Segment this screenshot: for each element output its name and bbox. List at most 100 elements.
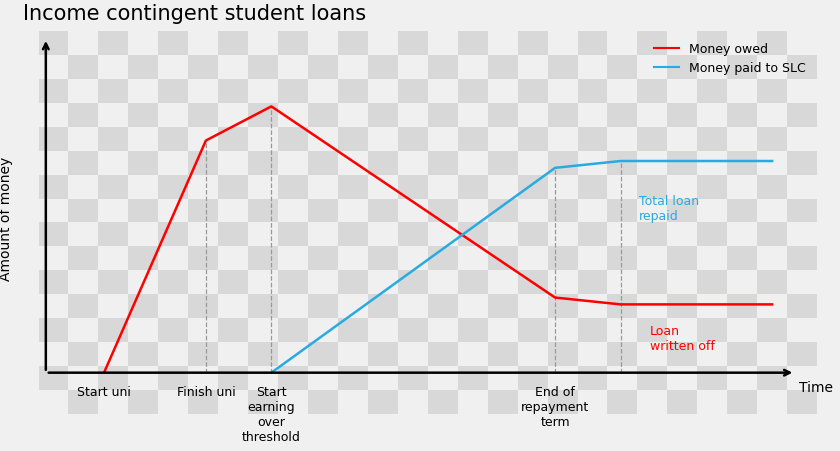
Bar xyxy=(398,198,428,222)
Bar xyxy=(757,151,787,175)
Bar xyxy=(727,103,757,127)
Bar xyxy=(39,7,69,31)
Bar xyxy=(398,175,428,198)
Text: Finish uni: Finish uni xyxy=(176,387,235,399)
Bar xyxy=(607,103,638,127)
Bar xyxy=(757,390,787,414)
Bar xyxy=(517,294,548,318)
Bar xyxy=(578,31,607,55)
Bar xyxy=(697,127,727,151)
Bar xyxy=(517,31,548,55)
Bar xyxy=(129,294,158,318)
Bar xyxy=(548,318,578,342)
Bar xyxy=(69,270,98,294)
Bar xyxy=(338,222,368,246)
Bar xyxy=(697,198,727,222)
Bar xyxy=(517,175,548,198)
Bar xyxy=(488,222,517,246)
Bar xyxy=(368,198,398,222)
Bar xyxy=(338,342,368,366)
Bar xyxy=(158,151,188,175)
Bar xyxy=(398,366,428,390)
Bar xyxy=(548,175,578,198)
Bar xyxy=(248,294,278,318)
Bar xyxy=(218,222,248,246)
Bar xyxy=(158,79,188,103)
Bar xyxy=(39,246,69,270)
Bar xyxy=(727,79,757,103)
Bar xyxy=(69,103,98,127)
Bar xyxy=(638,7,667,31)
Bar xyxy=(817,270,840,294)
Bar xyxy=(638,79,667,103)
Legend: Money owed, Money paid to SLC: Money owed, Money paid to SLC xyxy=(649,37,811,80)
Bar xyxy=(248,270,278,294)
Bar xyxy=(368,294,398,318)
Bar xyxy=(727,318,757,342)
Bar xyxy=(697,55,727,79)
Bar xyxy=(548,198,578,222)
Bar xyxy=(697,270,727,294)
Bar xyxy=(757,294,787,318)
Bar xyxy=(218,175,248,198)
Bar xyxy=(188,198,218,222)
Bar xyxy=(697,246,727,270)
Bar xyxy=(368,318,398,342)
Bar xyxy=(817,294,840,318)
Bar xyxy=(667,222,697,246)
Bar xyxy=(757,7,787,31)
Bar xyxy=(278,55,308,79)
Bar xyxy=(607,7,638,31)
Bar xyxy=(727,55,757,79)
Bar xyxy=(98,270,129,294)
Bar xyxy=(458,175,488,198)
Bar xyxy=(607,222,638,246)
Bar xyxy=(727,7,757,31)
Bar xyxy=(158,294,188,318)
Bar xyxy=(278,103,308,127)
Bar xyxy=(697,31,727,55)
Bar xyxy=(548,103,578,127)
Bar xyxy=(488,390,517,414)
Bar xyxy=(188,366,218,390)
Bar xyxy=(817,366,840,390)
Bar xyxy=(488,246,517,270)
Bar xyxy=(638,390,667,414)
Bar xyxy=(607,366,638,390)
Bar xyxy=(667,127,697,151)
Bar xyxy=(757,79,787,103)
Bar xyxy=(727,294,757,318)
Bar xyxy=(607,318,638,342)
Bar xyxy=(607,270,638,294)
Bar xyxy=(69,198,98,222)
Bar xyxy=(158,127,188,151)
Bar xyxy=(129,390,158,414)
Bar xyxy=(188,390,218,414)
Bar xyxy=(458,318,488,342)
Bar xyxy=(757,198,787,222)
Bar xyxy=(727,127,757,151)
Bar xyxy=(458,103,488,127)
Bar xyxy=(398,246,428,270)
Bar xyxy=(129,103,158,127)
Bar xyxy=(428,318,458,342)
Bar xyxy=(458,222,488,246)
Bar xyxy=(697,342,727,366)
Bar xyxy=(638,270,667,294)
Bar xyxy=(787,198,817,222)
Bar xyxy=(248,31,278,55)
Bar xyxy=(188,318,218,342)
Bar xyxy=(817,198,840,222)
Bar xyxy=(158,55,188,79)
Bar xyxy=(607,127,638,151)
Bar xyxy=(278,127,308,151)
Bar xyxy=(248,175,278,198)
Bar xyxy=(428,270,458,294)
Bar xyxy=(607,390,638,414)
Bar xyxy=(757,222,787,246)
Bar xyxy=(368,175,398,198)
Bar xyxy=(548,294,578,318)
Bar xyxy=(69,246,98,270)
Bar xyxy=(248,222,278,246)
Bar xyxy=(548,342,578,366)
